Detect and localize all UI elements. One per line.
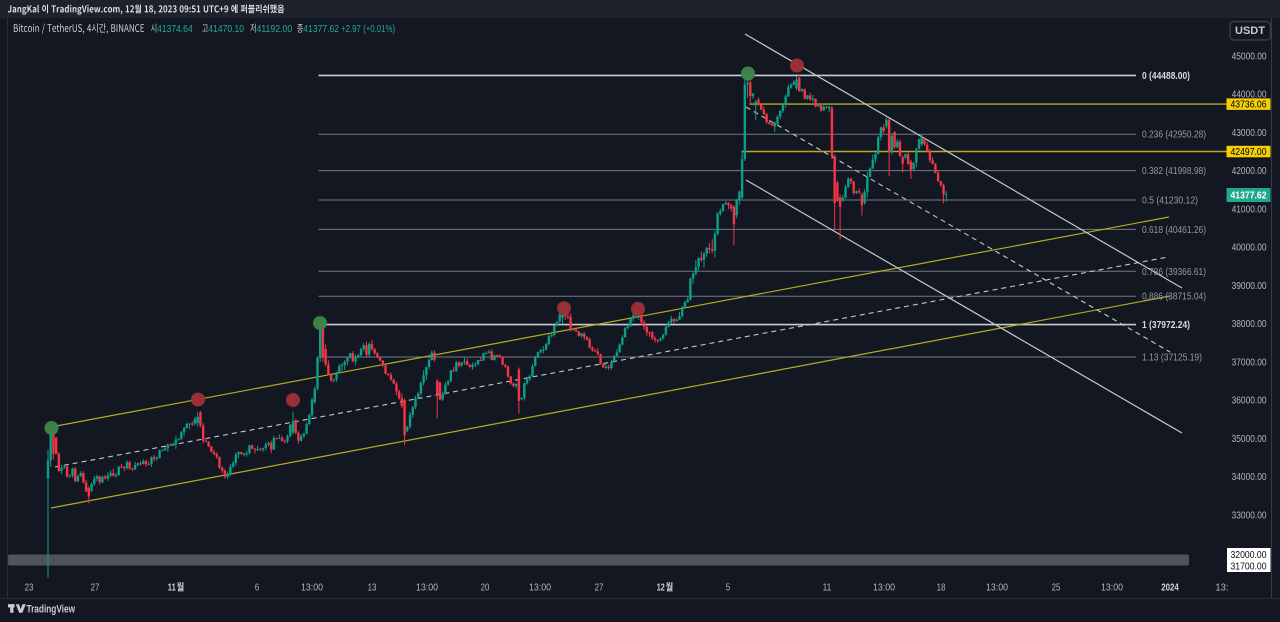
svg-text:43000.00: 43000.00	[1232, 127, 1267, 139]
svg-text:40000.00: 40000.00	[1232, 242, 1267, 254]
svg-text:13:: 13:	[1215, 582, 1228, 594]
svg-text:13: 13	[368, 582, 377, 594]
svg-text:32000.00: 32000.00	[1231, 549, 1267, 561]
svg-text:43736.06: 43736.06	[1231, 99, 1267, 111]
svg-text:41374.64: 41374.64	[157, 23, 193, 35]
svg-text:41470.10: 41470.10	[208, 23, 244, 35]
svg-text:35000.00: 35000.00	[1232, 433, 1267, 445]
svg-text:39000.00: 39000.00	[1232, 280, 1267, 292]
svg-text:18: 18	[937, 582, 946, 594]
svg-text:41000.00: 41000.00	[1232, 203, 1267, 215]
svg-text:13:00: 13:00	[301, 582, 323, 594]
svg-text:USDT: USDT	[1235, 25, 1265, 37]
svg-text:0.618 (40461.26): 0.618 (40461.26)	[1142, 225, 1206, 236]
svg-text:41192.00: 41192.00	[257, 23, 293, 35]
svg-text:2024: 2024	[1161, 582, 1179, 594]
svg-text:36000.00: 36000.00	[1232, 395, 1267, 407]
svg-text:0.786 (39366.61): 0.786 (39366.61)	[1142, 267, 1206, 278]
svg-text:37000.00: 37000.00	[1232, 356, 1267, 368]
svg-text:27: 27	[91, 582, 100, 594]
svg-text:27: 27	[595, 582, 604, 594]
svg-text:13:00: 13:00	[1101, 582, 1123, 594]
svg-text:13:00: 13:00	[529, 582, 551, 594]
svg-text:1.13 (37125.19): 1.13 (37125.19)	[1142, 353, 1202, 364]
svg-text:42497.00: 42497.00	[1231, 146, 1267, 158]
svg-text:33000.00: 33000.00	[1232, 509, 1267, 521]
svg-text:TradingView: TradingView	[27, 603, 76, 615]
svg-text:45000.00: 45000.00	[1232, 50, 1267, 62]
svg-text:0 (44488.00): 0 (44488.00)	[1142, 71, 1190, 82]
svg-text:6: 6	[255, 582, 260, 594]
svg-text:13:00: 13:00	[416, 582, 438, 594]
svg-text:12: 12	[657, 582, 665, 594]
svg-text:0.886 (38715.04): 0.886 (38715.04)	[1142, 292, 1206, 303]
svg-text:20: 20	[481, 582, 490, 594]
svg-text:1 (37972.24): 1 (37972.24)	[1142, 320, 1190, 331]
svg-text:31700.00: 31700.00	[1231, 560, 1267, 572]
svg-text:23: 23	[25, 582, 34, 594]
svg-text:0.236 (42950.28): 0.236 (42950.28)	[1142, 130, 1206, 141]
svg-text:13:00: 13:00	[986, 582, 1008, 594]
svg-text:41377.62: 41377.62	[303, 23, 339, 35]
svg-text:11: 11	[168, 582, 176, 594]
svg-text:0.5 (41230.12): 0.5 (41230.12)	[1142, 196, 1198, 207]
svg-text:0.382 (41998.98): 0.382 (41998.98)	[1142, 166, 1206, 177]
svg-text:5: 5	[726, 582, 731, 594]
svg-text:34000.00: 34000.00	[1232, 471, 1267, 483]
svg-text:11: 11	[823, 582, 832, 594]
svg-text:25: 25	[1052, 582, 1061, 594]
svg-text:44000.00: 44000.00	[1232, 89, 1267, 101]
svg-text:42000.00: 42000.00	[1232, 165, 1267, 177]
svg-text:41377.62: 41377.62	[1231, 190, 1267, 202]
svg-text:+2.97 (+0.01%): +2.97 (+0.01%)	[341, 23, 395, 35]
svg-text:13:00: 13:00	[873, 582, 895, 594]
svg-text:38000.00: 38000.00	[1232, 318, 1267, 330]
